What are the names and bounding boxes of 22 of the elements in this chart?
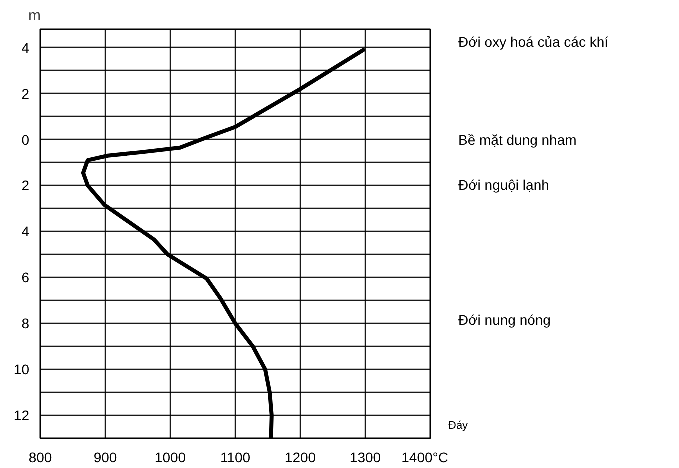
y-tick-label: 4 xyxy=(22,40,30,56)
text: Bề mặt dung nham xyxy=(458,132,577,148)
y-tick-label: 8 xyxy=(22,316,30,332)
y-tick-label: 6 xyxy=(22,270,30,286)
y-tick-label: 0 xyxy=(22,132,30,148)
y-tick-label: 12 xyxy=(14,408,30,424)
x-tick-label: 1300 xyxy=(350,450,382,466)
text: Đới nguội lạnh xyxy=(458,176,550,193)
x-tick-label: 1000 xyxy=(154,450,186,466)
y-tick-label: 4 xyxy=(22,224,30,240)
x-tick-label: 1100 xyxy=(220,450,251,466)
y-tick-label: 2 xyxy=(22,86,30,102)
text: Đới nung nóng xyxy=(458,312,551,328)
x-tick-label: 900 xyxy=(94,450,118,466)
y-tick-label: 10 xyxy=(14,362,30,378)
y-tick-label: 2 xyxy=(22,178,30,194)
y-axis-title: m xyxy=(28,8,41,24)
x-tick-label: 800 xyxy=(28,450,52,466)
text: Đới oxy hoá của các khí xyxy=(458,34,609,50)
x-tick-label: 1400°C xyxy=(402,450,449,466)
text: Đáy xyxy=(448,420,469,432)
x-tick-label: 1200 xyxy=(284,450,316,466)
